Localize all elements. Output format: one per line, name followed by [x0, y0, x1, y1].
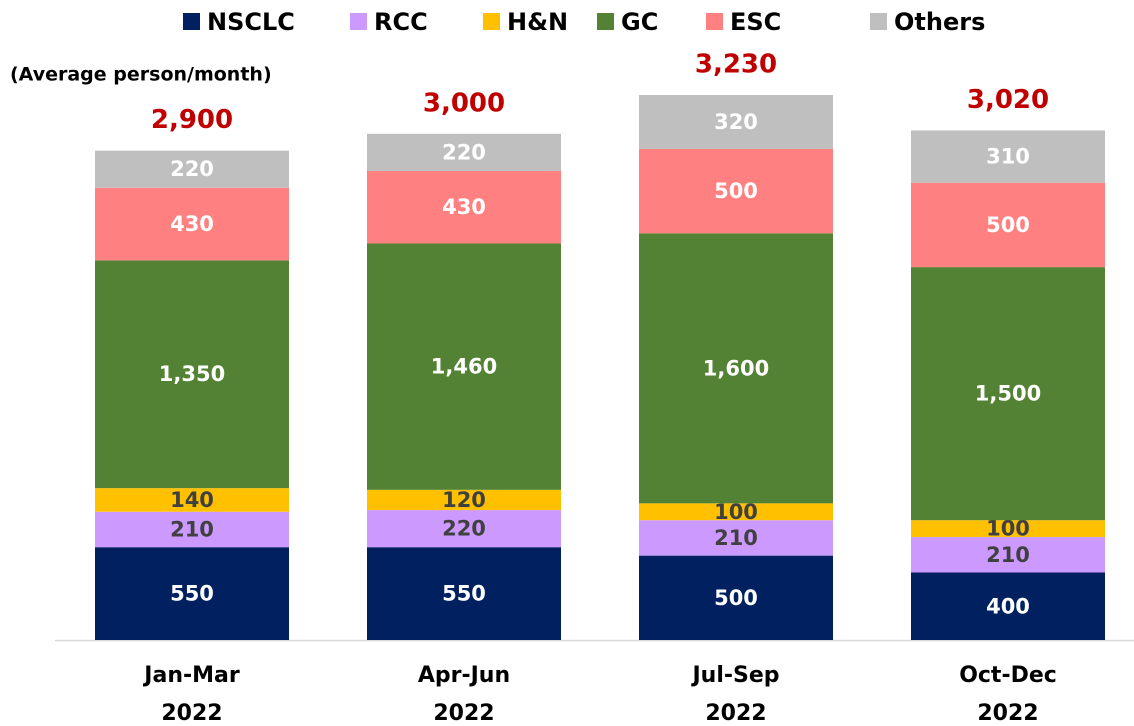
value-label: 210: [170, 517, 214, 541]
legend-swatch: [597, 13, 614, 30]
legend-label: Others: [894, 8, 985, 36]
value-label: 140: [170, 488, 214, 512]
value-label: 100: [986, 517, 1030, 541]
value-label: 210: [714, 526, 758, 550]
bar-segment: [95, 150, 289, 188]
bar-segment: [95, 187, 289, 261]
bar-segment: [639, 233, 833, 504]
value-label: 1,500: [975, 382, 1041, 406]
bar-segment: [639, 520, 833, 556]
value-label: 430: [442, 195, 486, 219]
value-label: 320: [714, 110, 758, 134]
total-label: 3,020: [967, 85, 1049, 115]
bar-segment: [367, 547, 561, 640]
value-label: 1,600: [703, 356, 769, 380]
bar-segment: [639, 148, 833, 234]
bar-segment: [911, 182, 1105, 268]
unit-label: (Average person/month): [10, 64, 272, 86]
x-tick-label: Jul-Sep: [690, 663, 779, 688]
bar-segment: [639, 503, 833, 521]
total-label: 2,900: [151, 105, 233, 135]
bar-segment: [367, 510, 561, 548]
legend-swatch: [706, 13, 723, 30]
legend-label: GC: [621, 8, 658, 36]
x-tick-label: 2022: [433, 701, 494, 726]
bar-segment: [911, 537, 1105, 573]
value-label: 550: [170, 582, 214, 606]
bar-segment: [95, 511, 289, 548]
x-tick-label: 2022: [977, 701, 1038, 726]
x-tick-label: Jan-Mar: [142, 663, 240, 688]
bar-segment: [639, 555, 833, 640]
value-label: 100: [714, 500, 758, 524]
bar-segment: [911, 130, 1105, 183]
legend-label: RCC: [374, 8, 428, 36]
value-label: 430: [170, 212, 214, 236]
value-label: 1,460: [431, 355, 497, 379]
legend-swatch: [350, 13, 367, 30]
legend-label: NSCLC: [207, 8, 295, 36]
total-label: 3,230: [695, 50, 777, 80]
value-label: 310: [986, 145, 1030, 169]
x-tick-label: 2022: [705, 701, 766, 726]
bar-segment: [911, 267, 1105, 521]
bar-segment: [639, 95, 833, 149]
value-label: 500: [714, 586, 758, 610]
value-label: 550: [442, 582, 486, 606]
bar-segment: [95, 488, 289, 512]
total-label: 3,000: [423, 88, 505, 118]
value-label: 210: [986, 543, 1030, 567]
legend-swatch: [870, 13, 887, 30]
bar-segment: [367, 170, 561, 244]
value-label: 220: [442, 140, 486, 164]
legend-swatch: [483, 13, 500, 30]
bar-segment: [95, 260, 289, 489]
value-label: 500: [986, 213, 1030, 237]
value-label: 120: [442, 488, 486, 512]
legend-label: H&N: [507, 8, 568, 36]
bar-segment: [95, 547, 289, 640]
bar-segment: [367, 243, 561, 490]
value-label: 220: [170, 157, 214, 181]
legend-label: ESC: [730, 8, 781, 36]
bar-segment: [367, 489, 561, 511]
bar-segment: [911, 520, 1105, 538]
value-label: 500: [714, 179, 758, 203]
x-tick-label: Oct-Dec: [959, 663, 1057, 688]
bar-segment: [911, 572, 1105, 640]
value-label: 400: [986, 594, 1030, 618]
value-label: 220: [442, 517, 486, 541]
value-label: 1,350: [159, 362, 225, 386]
x-tick-label: Apr-Jun: [418, 663, 510, 688]
bar-segment: [367, 133, 561, 171]
x-tick-label: 2022: [161, 701, 222, 726]
legend-swatch: [183, 13, 200, 30]
